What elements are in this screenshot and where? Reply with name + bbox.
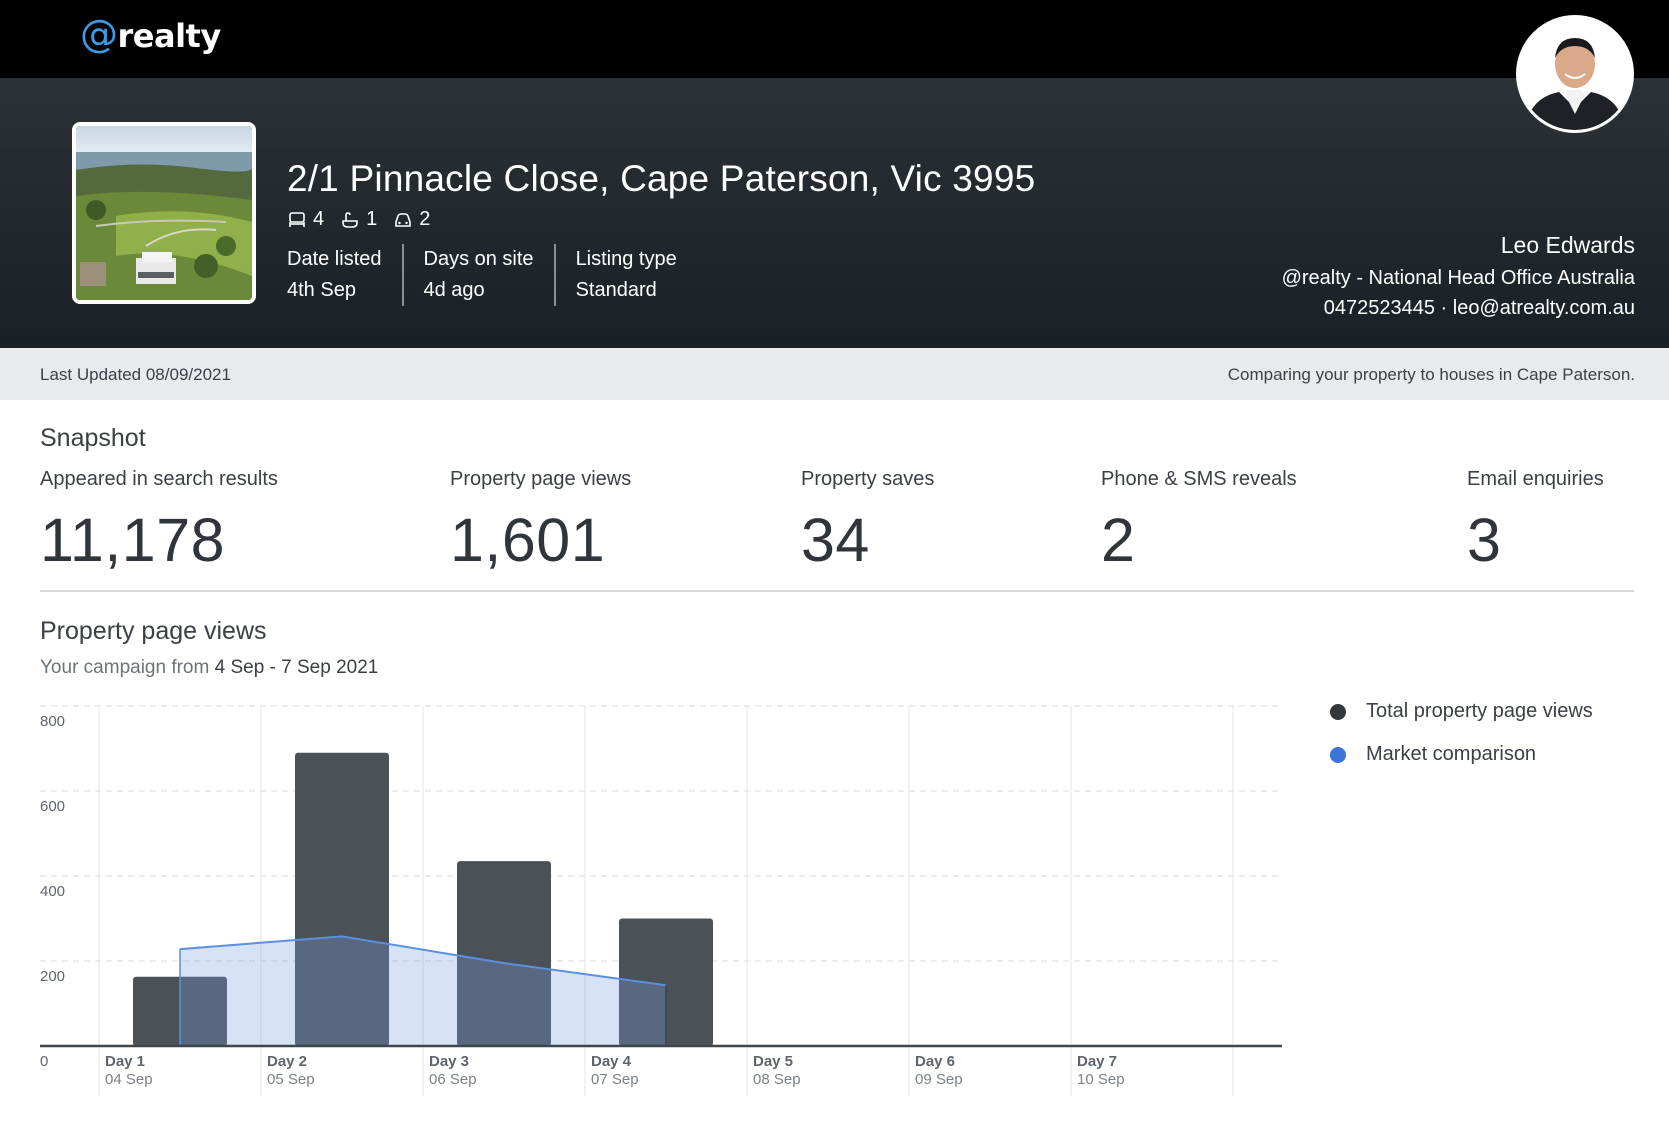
legend-swatch-market	[1330, 746, 1346, 763]
stat-label: Email enquiries	[1467, 468, 1604, 490]
bath-icon	[342, 211, 358, 228]
page-views-subtitle: Your campaign from 4 Sep - 7 Sep 2021	[40, 657, 378, 679]
bar-day-3	[457, 861, 551, 1046]
x-tick-date: 05 Sep	[267, 1071, 315, 1088]
agent-portrait	[1519, 18, 1631, 130]
campaign-dates: 4 Sep - 7 Sep 2021	[214, 657, 379, 678]
snapshot-title: Snapshot	[40, 424, 146, 452]
y-tick-label: 800	[40, 713, 65, 730]
stat-page-views: Property page views 1,601	[450, 468, 631, 575]
meta-value: 4d ago	[423, 279, 485, 301]
meta-label: Listing type	[575, 248, 677, 270]
x-tick-label: Day 4	[591, 1053, 632, 1070]
brand-logo[interactable]: @realty	[80, 12, 221, 56]
bedrooms-count: 4	[313, 208, 325, 230]
x-tick-date: 07 Sep	[591, 1071, 639, 1088]
comparison-note: Comparing your property to houses in Cap…	[1227, 365, 1635, 384]
stat-value: 1,601	[450, 506, 606, 574]
y-tick-label: 400	[40, 883, 65, 900]
parking-feature: 2	[393, 208, 430, 231]
agent-details: Leo Edwards @realty - National Head Offi…	[1282, 232, 1635, 327]
stat-phone-reveals: Phone & SMS reveals 2	[1101, 468, 1297, 575]
parking-count: 2	[419, 208, 431, 230]
legend-item-market[interactable]: Market comparison	[1322, 743, 1593, 766]
x-tick-label: Day 2	[267, 1053, 307, 1070]
chart-legend: Total property page views Market compari…	[1322, 700, 1593, 786]
x-tick-label: Day 1	[105, 1053, 145, 1070]
stat-value: 34	[801, 506, 870, 574]
listing-header: 2/1 Pinnacle Close, Cape Paterson, Vic 3…	[0, 78, 1669, 348]
y-tick-label: 200	[40, 968, 65, 985]
bar-day-2	[295, 752, 389, 1046]
days-on-site: Days on site 4d ago	[424, 244, 556, 306]
stat-label: Appeared in search results	[40, 468, 278, 490]
stat-value: 2	[1101, 506, 1136, 574]
legend-label: Total property page views	[1366, 700, 1593, 722]
section-divider	[40, 590, 1634, 592]
legend-label: Market comparison	[1366, 743, 1537, 765]
meta-label: Date listed	[287, 248, 382, 270]
y-tick-label: 600	[40, 798, 65, 815]
meta-value: 4th Sep	[287, 279, 356, 301]
date-listed: Date listed 4th Sep	[287, 244, 404, 306]
property-photo[interactable]	[72, 122, 256, 304]
stat-search-results: Appeared in search results 11,178	[40, 468, 278, 575]
meta-label: Days on site	[423, 248, 534, 270]
agent-contact[interactable]: 0472523445 · leo@atrealty.com.au	[1323, 297, 1635, 319]
bed-icon	[289, 211, 305, 227]
x-tick-date: 04 Sep	[105, 1071, 153, 1088]
top-bar: @realty	[0, 0, 1669, 78]
page-views-chart: 0 200 400 600 800 Day 104 Sep Day 205 Sep Day 3…	[40, 705, 1282, 1096]
bedrooms-feature: 4	[287, 208, 324, 231]
bathrooms-count: 1	[366, 208, 378, 230]
listing-meta: Date listed 4th Sep Days on site 4d ago …	[287, 244, 717, 306]
x-tick-date: 09 Sep	[915, 1071, 963, 1088]
last-updated: Last Updated 08/09/2021	[40, 365, 231, 384]
x-tick-label: Day 6	[915, 1053, 955, 1070]
agent-office: @realty - National Head Office Australia	[1281, 267, 1635, 289]
x-tick-label: Day 5	[753, 1053, 793, 1070]
x-tick-label: Day 3	[429, 1053, 469, 1070]
legend-item-total[interactable]: Total property page views	[1322, 700, 1593, 723]
status-bar: Last Updated 08/09/2021 Comparing your p…	[0, 348, 1669, 400]
property-features: 4 1 2	[287, 208, 430, 231]
page-views-title: Property page views	[40, 617, 267, 645]
stat-saves: Property saves 34	[801, 468, 934, 575]
x-tick-date: 08 Sep	[753, 1071, 801, 1088]
stat-value: 11,178	[40, 506, 226, 574]
bar-day-4	[619, 918, 713, 1046]
stat-email-enquiries: Email enquiries 3	[1467, 468, 1604, 575]
agent-avatar[interactable]	[1516, 15, 1634, 133]
meta-value: Standard	[575, 279, 657, 301]
x-tick-date: 06 Sep	[429, 1071, 477, 1088]
market-comparison-area	[180, 936, 666, 1046]
agent-name: Leo Edwards	[1500, 232, 1635, 258]
market-comparison-line	[179, 935, 667, 987]
subtitle-prefix: Your campaign from	[40, 657, 210, 678]
x-tick-label: Day 7	[1077, 1053, 1117, 1070]
property-address: 2/1 Pinnacle Close, Cape Paterson, Vic 3…	[287, 158, 1036, 199]
stat-label: Phone & SMS reveals	[1101, 468, 1297, 490]
stat-label: Property saves	[801, 468, 935, 490]
x-tick-date: 10 Sep	[1077, 1071, 1125, 1088]
bathrooms-feature: 1	[340, 208, 377, 231]
listing-type: Listing type Standard	[576, 244, 697, 306]
car-icon	[395, 212, 412, 227]
stat-label: Property page views	[450, 468, 632, 490]
stat-value: 3	[1467, 506, 1502, 574]
property-photo-image	[76, 126, 252, 300]
y-tick-label: 0	[40, 1053, 48, 1070]
legend-swatch-total	[1330, 703, 1346, 720]
